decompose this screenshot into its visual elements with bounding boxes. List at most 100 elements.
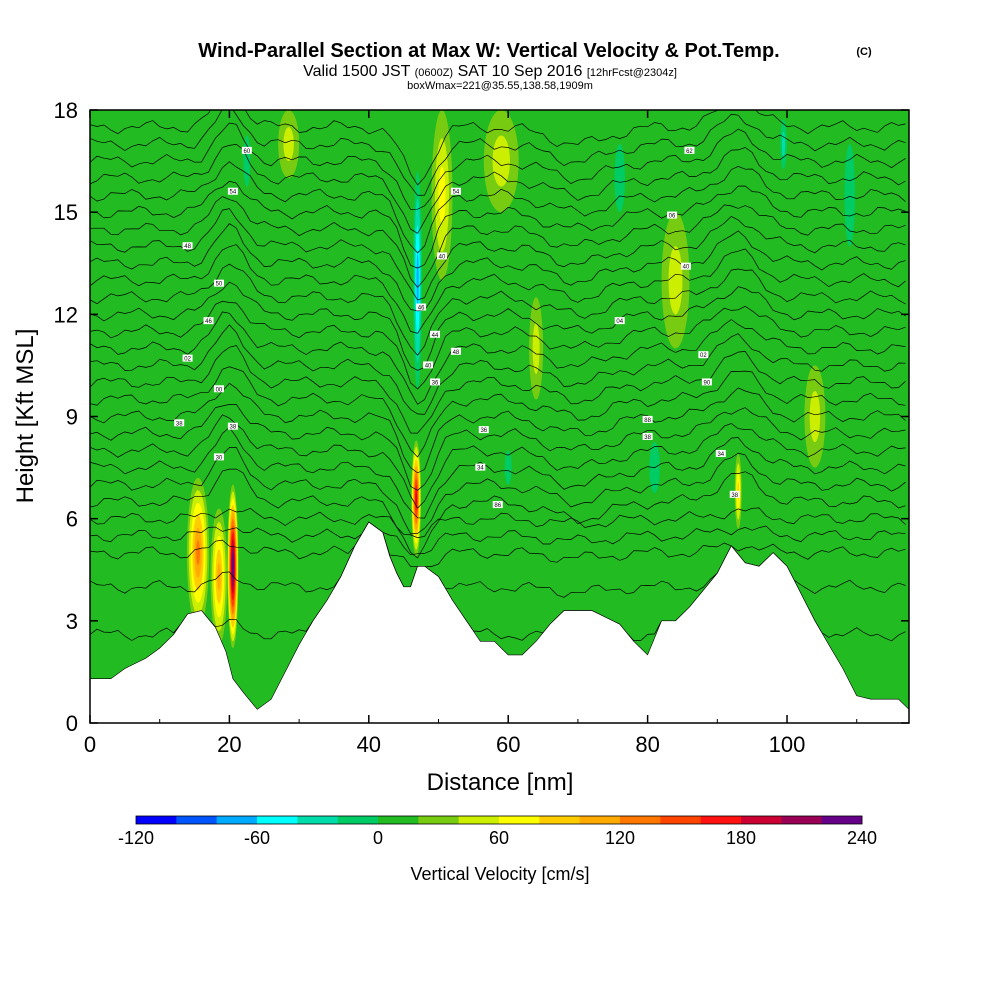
- contour-labels: 60 54 48 50 46 02 00 38 38 30 54 40 46 44 48 40 36 36 34 86…: [174, 146, 740, 509]
- colorbar-swatch: [337, 816, 379, 824]
- colorbar-swatch: [700, 816, 742, 824]
- contour-label-bg: [203, 317, 214, 325]
- theta-contour: [90, 404, 906, 491]
- theta-contour: [90, 223, 906, 312]
- theta-contour: [90, 281, 906, 371]
- contour-label: 88: [644, 418, 651, 424]
- contour-label: 54: [453, 190, 460, 196]
- velocity-cell-8-2: [504, 450, 512, 485]
- contour-label-bg: [174, 419, 185, 427]
- contour-label: 38: [731, 493, 738, 499]
- copyright-mark: (C): [856, 46, 872, 58]
- colorbar-tick-label: 180: [726, 828, 756, 848]
- contour-label-bg: [667, 211, 678, 219]
- contour-label: 00: [216, 387, 223, 393]
- contour-label-bg: [430, 330, 441, 338]
- contour-label: 38: [176, 421, 183, 427]
- contour-label-bg: [642, 415, 653, 423]
- contour-label-bg: [241, 146, 252, 154]
- colorbar-label: Vertical Velocity [cm/s]: [410, 864, 589, 884]
- plot-area: 60 54 48 50 46 02 00 38 38 30 54 40 46 44 48 40 36 36 34 86…: [90, 110, 909, 723]
- theta-contour: [90, 122, 906, 210]
- contour-label-bg: [182, 354, 193, 362]
- y-tick-label: 6: [66, 507, 78, 532]
- velocity-cell-15-2: [614, 144, 625, 213]
- contour-label: 48: [184, 244, 191, 250]
- contour-label-bg: [478, 426, 489, 434]
- colorbar: [135, 815, 863, 825]
- y-tick-label: 9: [66, 405, 78, 430]
- contour-label: 38: [230, 425, 237, 431]
- velocity-cell-12-2: [283, 127, 294, 162]
- chart-title: Wind-Parallel Section at Max W: Vertical…: [198, 40, 779, 62]
- contour-label: 40: [425, 363, 432, 369]
- theta-contour: [90, 324, 906, 415]
- contour-label-bg: [642, 432, 653, 440]
- colorbar-swatch: [458, 816, 500, 824]
- theta-contour: [90, 507, 906, 539]
- contour-label: 62: [686, 149, 693, 155]
- colorbar-swatch: [660, 816, 701, 824]
- velocity-cell-2-5: [217, 562, 221, 591]
- theta-contour: [90, 244, 906, 334]
- contour-label-bg: [450, 347, 461, 355]
- x-axis-ticks: 0 20 40 60 80 100: [84, 110, 858, 757]
- x-tick-label: 40: [357, 732, 381, 757]
- contour-label: 54: [230, 190, 237, 196]
- contour-label: 50: [216, 282, 223, 288]
- theta-contour: [90, 110, 906, 186]
- velocity-cell-13-2: [243, 135, 251, 187]
- velocity-cell-11-2: [668, 246, 683, 315]
- contour-label: 40: [683, 265, 690, 271]
- theta-contour: [90, 382, 906, 474]
- x-tick-label: 0: [84, 732, 96, 757]
- contour-label-bg: [213, 279, 224, 287]
- theta-contour: [90, 468, 906, 559]
- velocity-cell-0-6: [196, 540, 200, 566]
- contour-label: 44: [432, 333, 439, 339]
- theta-contour: [90, 414, 906, 509]
- valid-date: SAT 10 Sep 2016: [458, 63, 583, 80]
- velocity-cell-7-2: [492, 135, 510, 187]
- theta-contour: [90, 208, 906, 301]
- contour-label: 02: [700, 353, 707, 359]
- colorbar-swatch: [821, 816, 863, 824]
- contour-label: 02: [184, 357, 191, 363]
- contour-label-bg: [614, 317, 625, 325]
- colorbar-tick-label: 240: [847, 828, 877, 848]
- contour-label: 06: [669, 214, 676, 220]
- contour-label: 90: [704, 380, 711, 386]
- theta-contour: [90, 311, 906, 405]
- colorbar-swatch: [378, 816, 419, 824]
- velocity-cell-10-3: [781, 131, 786, 157]
- contour-label-bg: [416, 303, 427, 311]
- x-tick-label: 20: [217, 732, 241, 757]
- contour-label-bg: [227, 422, 238, 430]
- y-tick-label: 0: [66, 711, 78, 736]
- y-tick-label: 3: [66, 609, 78, 634]
- colorbar-swatch: [297, 816, 338, 824]
- contour-label-bg: [436, 252, 447, 260]
- colorbar-swatch: [741, 816, 782, 824]
- colorbar-swatch: [539, 816, 580, 824]
- y-tick-label: 18: [54, 98, 78, 123]
- theta-contours: [90, 110, 906, 642]
- colorbar-swatch: [579, 816, 621, 824]
- x-axis-label: Distance [nm]: [427, 769, 574, 796]
- contour-label: 40: [439, 254, 446, 260]
- velocity-cell-1-12: [232, 559, 234, 574]
- contour-label: 30: [216, 455, 223, 461]
- colorbar-frame: [135, 815, 863, 825]
- contour-label-bg: [423, 361, 434, 369]
- colorbar-swatch: [781, 816, 822, 824]
- theta-contour: [90, 447, 906, 535]
- colorbar-tick-label: -120: [118, 828, 154, 848]
- contour-label: 04: [616, 319, 623, 325]
- contour-label-bg: [213, 385, 224, 393]
- theta-contour: [90, 521, 906, 556]
- colorbar-swatch: [499, 816, 540, 824]
- contour-label: 46: [205, 319, 212, 325]
- theta-contour: [90, 161, 906, 254]
